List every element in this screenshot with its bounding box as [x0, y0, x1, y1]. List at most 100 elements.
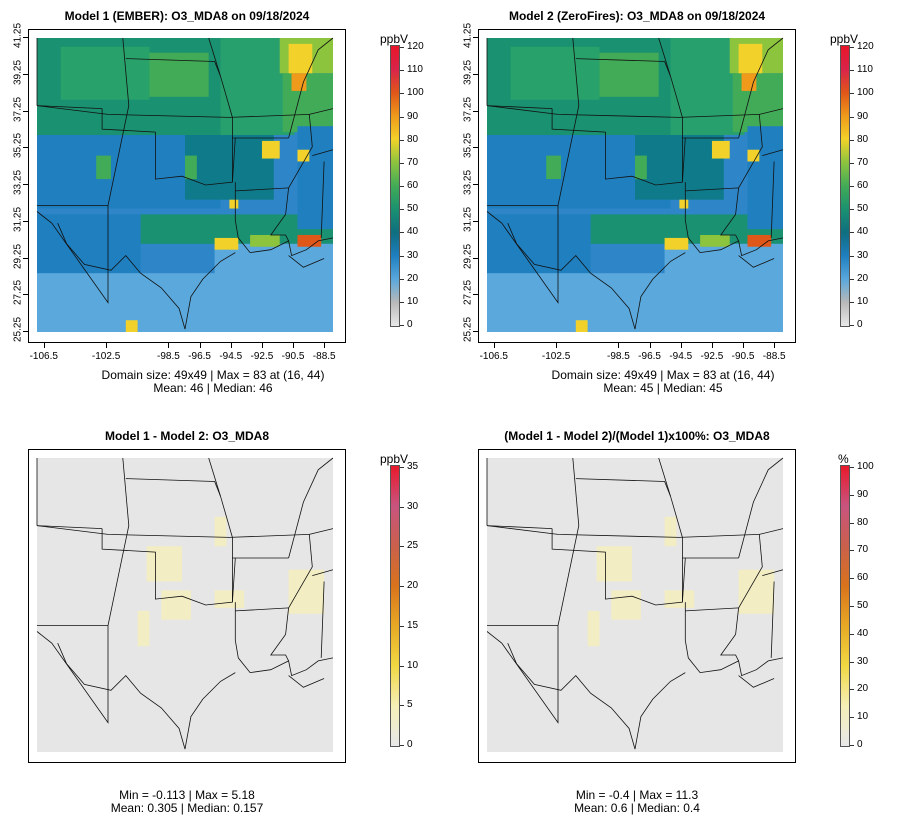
x-tick — [556, 343, 558, 348]
y-tick-label: 27.25 — [462, 280, 474, 306]
y-tick — [23, 184, 28, 185]
colorbar-tick — [850, 494, 854, 496]
colorbar-label: 20 — [407, 580, 419, 592]
colorbar-label: 60 — [857, 180, 869, 191]
colorbar-label: 100 — [407, 87, 424, 99]
y-tick-label: 31.25 — [12, 206, 24, 232]
map-plot — [36, 457, 334, 752]
colorbar-tick — [400, 625, 404, 627]
x-tick-label: -92.5 — [700, 351, 724, 362]
state-boundaries — [486, 457, 784, 750]
y-tick — [473, 147, 478, 149]
y-tick-label: 41.25 — [462, 22, 474, 49]
x-tick-label: -88.5 — [762, 351, 786, 362]
colorbar-label: 70 — [857, 544, 869, 556]
x-tick-label: -102.5 — [541, 351, 571, 362]
x-tick — [649, 343, 651, 348]
y-tick-label: 25.25 — [12, 316, 24, 343]
x-tick-label: -98.5 — [157, 351, 180, 362]
x-tick-label: -106.5 — [29, 351, 58, 362]
x-tick-label: -96.5 — [188, 351, 211, 362]
colorbar-label: 50 — [857, 600, 869, 611]
colorbar-label: 120 — [407, 41, 424, 52]
colorbar-tick — [850, 522, 854, 524]
colorbar-label: 110 — [407, 64, 423, 76]
colorbar-label: 0 — [857, 739, 863, 750]
colorbar-label: 10 — [407, 295, 419, 307]
colorbar-label: 40 — [857, 226, 869, 238]
colorbar-tick — [850, 209, 854, 211]
colorbar-tick — [400, 745, 404, 746]
stats-line-2: Mean: 45 | Median: 45 — [603, 381, 723, 395]
colorbar-tick — [400, 116, 404, 118]
x-tick — [261, 343, 263, 348]
colorbar-tick — [850, 186, 854, 187]
colorbar-tick — [400, 186, 404, 187]
colorbar-tick — [850, 232, 854, 234]
x-tick-label: -90.5 — [281, 351, 305, 362]
map-frame — [28, 29, 346, 343]
y-tick-label: 25.25 — [462, 316, 474, 343]
y-tick — [23, 294, 28, 296]
x-tick — [711, 343, 713, 348]
x-tick — [199, 343, 201, 348]
colorbar-tick — [400, 278, 404, 280]
y-tick — [23, 37, 28, 38]
y-tick — [473, 294, 478, 296]
x-tick — [680, 343, 682, 348]
colorbar-tick — [400, 162, 404, 164]
x-tick-label: -106.5 — [479, 351, 508, 362]
colorbar-tick — [850, 606, 854, 607]
colorbar-tick — [850, 689, 854, 691]
colorbar-label: 70 — [407, 156, 419, 168]
colorbar-tick — [850, 70, 854, 72]
colorbar-unit: ppbV — [380, 452, 409, 466]
colorbar-unit: % — [838, 452, 849, 466]
colorbar-label: 90 — [857, 488, 869, 500]
map-plot — [486, 37, 784, 332]
colorbar-tick — [850, 467, 854, 468]
panel-title: Model 1 (EMBER): O3_MDA8 on 09/18/2024 — [64, 9, 310, 23]
state-boundaries — [36, 457, 334, 750]
colorbar-label: 50 — [407, 203, 419, 215]
colorbar-label: 10 — [407, 659, 419, 671]
y-tick — [473, 73, 478, 75]
data-field — [37, 458, 333, 752]
y-tick — [23, 257, 28, 259]
state-boundaries — [36, 37, 334, 330]
x-tick-label: -88.5 — [312, 351, 336, 362]
panel-title: Model 2 (ZeroFires): O3_MDA8 on 09/18/20… — [508, 9, 766, 23]
y-tick-label: 35.25 — [12, 133, 24, 159]
colorbar-label: 90 — [857, 110, 869, 122]
colorbar-tick — [400, 209, 404, 211]
panel-title: Model 1 - Model 2: O3_MDA8 — [104, 429, 270, 443]
y-tick — [473, 220, 478, 222]
y-tick — [23, 220, 28, 222]
colorbar-label: 70 — [857, 156, 869, 168]
colorbar-tick — [400, 586, 404, 588]
colorbar-label: 100 — [857, 461, 874, 472]
y-tick-label: 37.25 — [12, 96, 24, 122]
colorbar-tick — [400, 665, 404, 667]
x-tick — [293, 343, 295, 348]
colorbar-tick — [400, 93, 404, 95]
colorbar-tick — [400, 255, 404, 257]
y-tick-label: 39.25 — [462, 59, 474, 85]
colorbar-tick — [850, 325, 854, 326]
colorbar-label: 0 — [407, 319, 413, 330]
panel-model1: Model 1 (EMBER): O3_MDA8 on 09/18/2024 4… — [0, 0, 450, 420]
colorbar-label: 20 — [857, 683, 869, 695]
x-tick-label: -102.5 — [91, 351, 121, 362]
y-tick-label: 41.25 — [12, 22, 24, 49]
x-tick — [774, 343, 776, 348]
colorbar-tick — [400, 325, 404, 326]
colorbar-label: 20 — [857, 272, 869, 284]
colorbar — [390, 465, 400, 747]
colorbar-label: 80 — [407, 133, 419, 145]
colorbar-label: 5 — [407, 699, 413, 711]
colorbar-label: 30 — [407, 500, 419, 512]
y-tick — [473, 257, 478, 259]
x-tick-label: -96.5 — [638, 351, 661, 362]
x-tick-label: -94.5 — [219, 351, 243, 362]
y-tick-label: 33.25 — [12, 169, 24, 196]
